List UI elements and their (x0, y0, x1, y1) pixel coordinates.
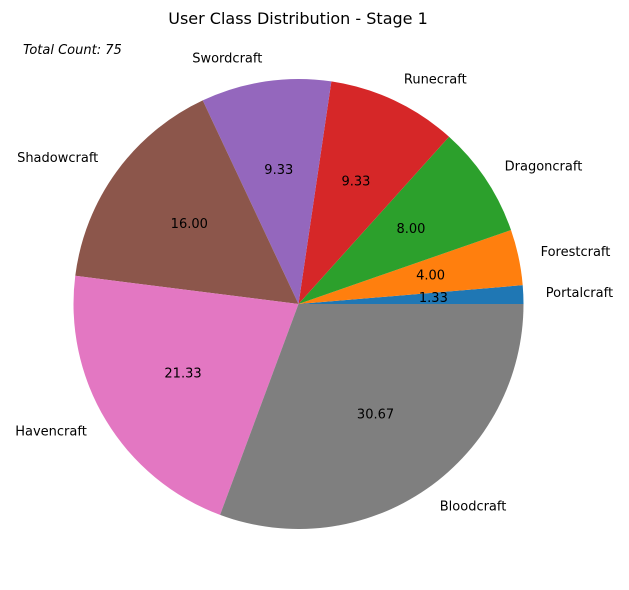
pie-slice-forestcraft (298, 230, 523, 304)
pie-slice-portalcraft (298, 285, 524, 304)
percent-label-swordcraft: 9.33 (264, 163, 293, 178)
percent-label-portalcraft: 1.33 (419, 291, 448, 306)
category-label-runecraft: Runecraft (404, 73, 467, 88)
pie-slices (73, 79, 524, 529)
category-label-swordcraft: Swordcraft (192, 52, 262, 67)
total-count-annotation: Total Count: 75 (23, 43, 122, 58)
percent-label-dragoncraft: 8.00 (396, 222, 425, 237)
pie-slice-runecraft (298, 81, 450, 304)
category-label-forestcraft: Forestcraft (541, 245, 611, 260)
percent-label-shadowcraft: 16.00 (171, 217, 208, 232)
pie-slice-bloodcraft (220, 304, 524, 529)
pie-slice-swordcraft (202, 79, 332, 305)
category-label-havencraft: Havencraft (15, 425, 87, 440)
chart-title: User Class Distribution - Stage 1 (168, 9, 428, 28)
category-label-portalcraft: Portalcraft (546, 286, 613, 301)
pie-labels: Portalcraft 1.33 Forestcraft 4.00 Dragoncraf… (15, 52, 613, 515)
pie-slice-havencraft (73, 275, 299, 515)
percent-label-forestcraft: 4.00 (416, 268, 445, 283)
percent-label-runecraft: 9.33 (342, 174, 371, 189)
category-label-shadowcraft: Shadowcraft (17, 151, 98, 166)
percent-label-havencraft: 21.33 (164, 366, 201, 381)
category-label-dragoncraft: Dragoncraft (505, 160, 583, 175)
percent-label-bloodcraft: 30.67 (357, 407, 394, 422)
pie-slice-dragoncraft (298, 136, 511, 304)
pie-slice-shadowcraft (75, 100, 299, 304)
category-label-bloodcraft: Bloodcraft (440, 500, 507, 515)
